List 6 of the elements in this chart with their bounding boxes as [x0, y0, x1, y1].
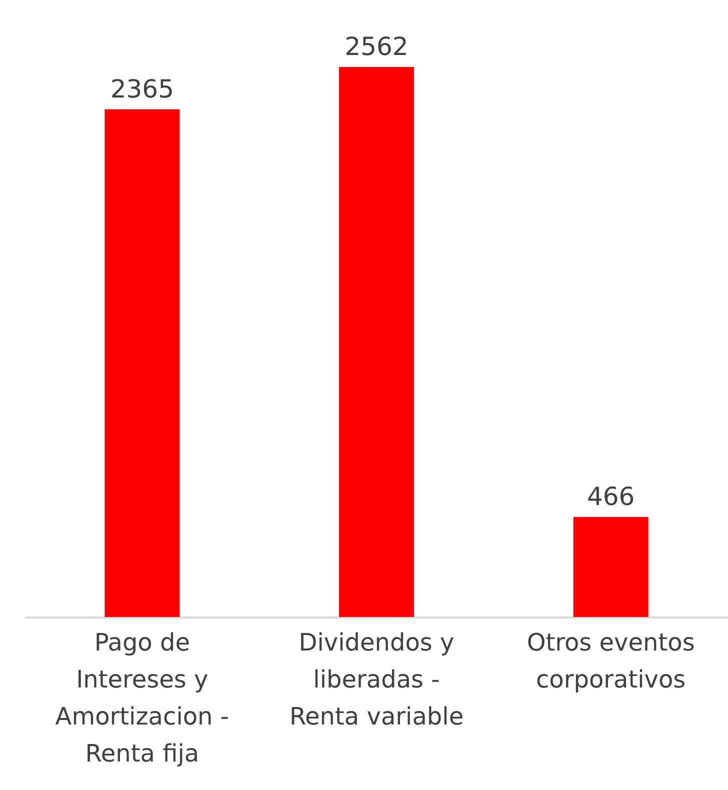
data-label: 2562 — [344, 32, 408, 61]
x-tick-label: Dividendos y liberadas - Renta variable — [289, 628, 464, 730]
x-tick-label: Otros eventos corporativos — [526, 628, 695, 694]
data-label: 466 — [586, 482, 635, 511]
data-label: 2365 — [110, 74, 174, 104]
x-tick-label: Pago de Intereses y Amortizacion - Renta fija — [55, 628, 230, 768]
